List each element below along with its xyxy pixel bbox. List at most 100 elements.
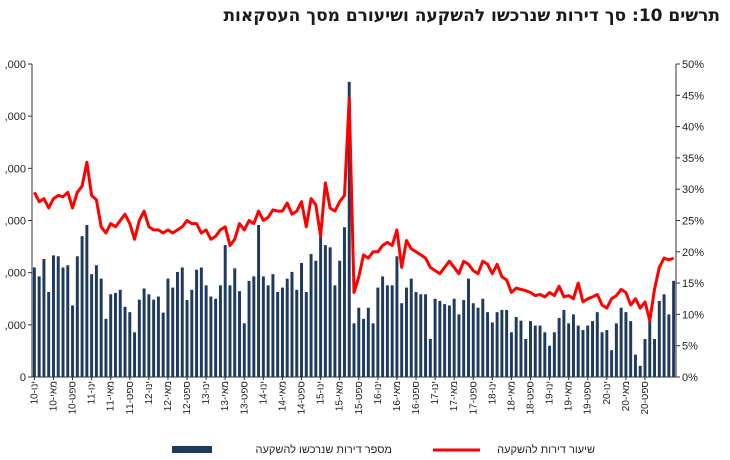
bar [662, 294, 666, 377]
y-right-tick-label: 20% [682, 247, 704, 259]
bar [285, 278, 289, 377]
bar [428, 338, 432, 377]
bar [56, 256, 60, 377]
bar [161, 312, 165, 377]
x-tick-label: ספט-20 [640, 381, 651, 415]
bar [557, 317, 561, 377]
bar [552, 332, 556, 377]
bar [524, 338, 528, 377]
bar [104, 318, 108, 377]
x-tick-label: מאי-18 [506, 381, 517, 411]
bar [204, 285, 208, 377]
bar [228, 285, 232, 377]
bar [195, 269, 199, 377]
bar [233, 268, 237, 377]
bar [147, 294, 151, 377]
bar [576, 325, 580, 377]
bar [457, 314, 461, 377]
legend-label-bars: מספר דירות שנרכשו להשקעה [256, 443, 392, 456]
bar [648, 316, 652, 377]
y-right-tick-label: 15% [682, 278, 704, 290]
bar [443, 304, 447, 377]
x-tick-label: ספט-10 [68, 381, 79, 415]
bar [385, 285, 389, 377]
bar [419, 294, 423, 377]
bar [610, 350, 614, 377]
bar [152, 299, 156, 377]
x-tick-label: מאי-19 [564, 381, 575, 411]
bar [400, 303, 404, 377]
bar [414, 292, 418, 377]
axes: 0 ,000 ,000 ,000 ,000 ,000 ,000 0% 5% 10% 15% 20% 25… [5, 59, 705, 415]
x-tick-label: ינו-12 [144, 381, 155, 405]
bar [32, 267, 36, 377]
bar [409, 278, 413, 377]
x-tick-label: ינו-17 [430, 381, 441, 405]
x-tick-label: ינו-15 [316, 381, 327, 405]
bar [505, 309, 509, 377]
bar [238, 291, 241, 377]
x-tick-label: ינו-14 [258, 381, 269, 405]
bar [624, 312, 628, 377]
bar [61, 267, 65, 377]
bar [548, 345, 552, 377]
y-right-tick-label: 5% [682, 341, 698, 353]
bar [190, 289, 194, 377]
bar [381, 276, 385, 377]
bar [85, 224, 89, 377]
bar [333, 285, 337, 377]
bar [619, 307, 623, 377]
y-left-tick-label: 0 [20, 372, 26, 384]
bar [481, 298, 485, 377]
bar [543, 332, 547, 377]
x-tick-label: מאי-20 [621, 381, 632, 411]
bar [433, 298, 437, 377]
bar [529, 321, 532, 377]
y-left-tick-label: ,000 [5, 163, 26, 175]
bar [404, 287, 408, 377]
x-tick-label: מאי-14 [277, 381, 288, 411]
x-tick-label: מאי-16 [392, 381, 403, 411]
x-tick-label: מאי-13 [220, 381, 231, 411]
bar [209, 296, 213, 377]
bar [75, 256, 79, 377]
bar [614, 323, 618, 377]
bar [271, 274, 275, 377]
bar [295, 289, 299, 377]
x-tick-label: מאי-10 [48, 381, 59, 411]
bar [42, 258, 46, 377]
bar [357, 307, 361, 377]
bar [581, 330, 585, 377]
bar [538, 325, 542, 377]
bar [338, 260, 342, 377]
bar [438, 300, 442, 377]
bar [290, 271, 294, 377]
x-tick-label: ספט-19 [583, 381, 594, 415]
bar [424, 294, 428, 377]
bar [514, 317, 518, 377]
x-tick-label: ספט-12 [182, 381, 193, 415]
bar [304, 292, 308, 377]
bar [252, 276, 256, 377]
y-right-tick-label: 25% [682, 216, 704, 228]
y-left-tick-label: ,000 [5, 111, 26, 123]
y-right-tick-label: 40% [682, 122, 704, 134]
bar [667, 314, 671, 377]
x-tick-label: ינו-18 [487, 381, 498, 405]
bar [309, 254, 313, 377]
bar [352, 323, 356, 377]
bar [672, 280, 676, 377]
bar-series [32, 81, 676, 377]
bar [452, 298, 456, 377]
bar [562, 309, 566, 377]
x-tick-label: ספט-13 [239, 381, 250, 415]
bar [171, 287, 175, 377]
y-right-tick-label: 50% [682, 59, 704, 71]
bar [323, 245, 327, 377]
line-series [33, 96, 675, 323]
bar [591, 321, 594, 377]
bar [300, 262, 304, 377]
bar [51, 255, 55, 377]
bar [137, 299, 141, 377]
